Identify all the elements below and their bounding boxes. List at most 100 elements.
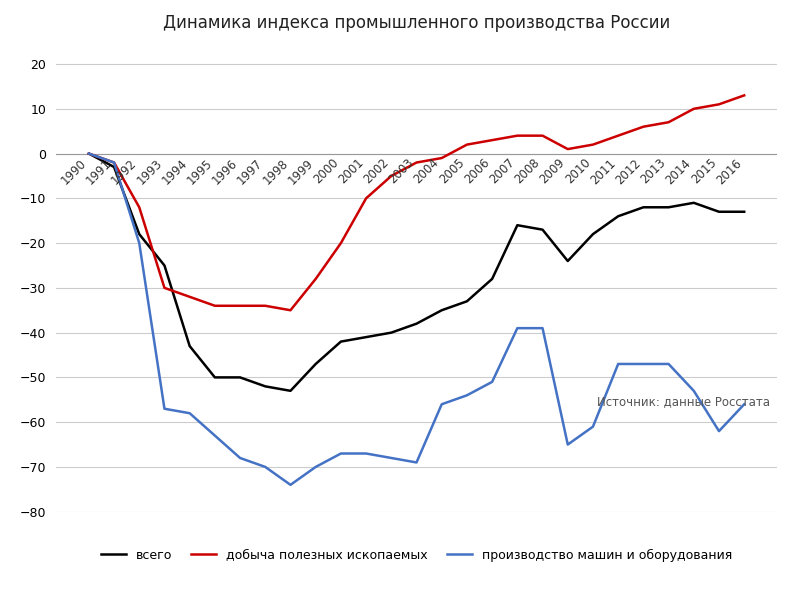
производство машин и оборудования (185, 409, 195, 416)
всего (109, 164, 119, 171)
Line: всего: всего (89, 154, 744, 391)
добыча полезных ископаемых (537, 132, 547, 139)
Line: производство машин и оборудования: производство машин и оборудования (89, 154, 744, 485)
производство машин и оборудования (135, 240, 144, 247)
производство машин и оборудования (563, 441, 573, 448)
Text: 2011: 2011 (588, 156, 618, 187)
добыча полезных ископаемых (84, 150, 94, 157)
производство машин и оборудования (714, 428, 724, 435)
добыча полезных ископаемых (311, 275, 320, 283)
Text: 1990: 1990 (58, 156, 89, 187)
Text: 2009: 2009 (537, 156, 568, 187)
всего (311, 361, 320, 368)
Text: 1997: 1997 (235, 156, 265, 187)
производство машин и оборудования (84, 150, 94, 157)
всего (336, 338, 346, 345)
Text: 2015: 2015 (689, 156, 719, 187)
Text: 2007: 2007 (487, 156, 517, 187)
всего (664, 203, 674, 211)
всего (614, 212, 623, 220)
Text: 1995: 1995 (184, 156, 215, 187)
всего (387, 329, 396, 336)
всего (714, 208, 724, 215)
производство машин и оборудования (689, 387, 698, 394)
Legend: всего, добыча полезных ископаемых, производство машин и оборудования: всего, добыча полезных ископаемых, произ… (96, 543, 737, 566)
Text: 2008: 2008 (513, 156, 542, 186)
производство машин и оборудования (537, 325, 547, 332)
всего (84, 150, 94, 157)
добыча полезных ископаемых (260, 302, 270, 309)
всего (260, 383, 270, 390)
Title: Динамика индекса промышленного производства России: Динамика индекса промышленного производс… (163, 14, 670, 32)
всего (739, 208, 749, 215)
добыча полезных ископаемых (437, 155, 446, 162)
всего (286, 387, 296, 394)
производство машин и оборудования (336, 450, 346, 457)
производство машин и оборудования (739, 400, 749, 408)
добыча полезных ископаемых (210, 302, 219, 309)
добыча полезных ископаемых (135, 203, 144, 211)
производство машин и оборудования (513, 325, 522, 332)
добыча полезных ископаемых (513, 132, 522, 139)
добыча полезных ископаемых (412, 159, 421, 166)
всего (135, 231, 144, 238)
добыча полезных ископаемых (739, 92, 749, 99)
Text: 2010: 2010 (563, 156, 593, 187)
добыча полезных ископаемых (286, 306, 296, 314)
Text: 1994: 1994 (159, 156, 190, 187)
добыча полезных ископаемых (588, 141, 598, 148)
всего (185, 343, 195, 350)
добыча полезных ископаемых (714, 101, 724, 108)
Text: 1996: 1996 (210, 156, 240, 187)
добыча полезных ископаемых (689, 105, 698, 112)
Text: 2006: 2006 (462, 156, 492, 187)
Text: 2002: 2002 (361, 156, 392, 187)
всего (487, 275, 497, 283)
всего (235, 374, 245, 381)
добыча полезных ископаемых (462, 141, 472, 148)
Text: 2001: 2001 (336, 156, 366, 187)
производство машин и оборудования (614, 361, 623, 368)
Text: 2003: 2003 (386, 156, 417, 186)
всего (689, 199, 698, 206)
производство машин и оборудования (387, 455, 396, 462)
производство машин и оборудования (664, 361, 674, 368)
производство машин и оборудования (437, 400, 446, 408)
Text: 2004: 2004 (412, 156, 441, 187)
всего (638, 203, 648, 211)
производство машин и оборудования (462, 392, 472, 399)
всего (210, 374, 219, 381)
Text: 1999: 1999 (285, 156, 316, 187)
производство машин и оборудования (159, 405, 169, 412)
Text: 2016: 2016 (714, 156, 744, 187)
добыча полезных ископаемых (109, 159, 119, 166)
Text: Источник: данные Росстата: Источник: данные Росстата (597, 395, 770, 408)
производство машин и оборудования (588, 423, 598, 430)
Text: 2000: 2000 (311, 156, 341, 186)
Text: 2013: 2013 (638, 156, 669, 187)
всего (588, 231, 598, 238)
Text: 1992: 1992 (109, 156, 139, 187)
Text: 2012: 2012 (613, 156, 643, 187)
добыча полезных ископаемых (361, 195, 371, 202)
добыча полезных ископаемых (235, 302, 245, 309)
всего (412, 320, 421, 327)
добыча полезных ископаемых (185, 293, 195, 300)
производство машин и оборудования (487, 378, 497, 386)
Text: 1991: 1991 (83, 156, 114, 187)
добыча полезных ископаемых (614, 132, 623, 139)
производство машин и оборудования (210, 432, 219, 439)
производство машин и оборудования (286, 481, 296, 488)
добыча полезных ископаемых (487, 137, 497, 144)
всего (361, 334, 371, 341)
производство машин и оборудования (412, 459, 421, 466)
добыча полезных ископаемых (563, 146, 573, 153)
Text: 1998: 1998 (260, 156, 291, 187)
всего (462, 298, 472, 305)
Text: 1993: 1993 (134, 156, 164, 187)
производство машин и оборудования (109, 159, 119, 166)
добыча полезных ископаемых (336, 240, 346, 247)
всего (537, 226, 547, 233)
добыча полезных ископаемых (638, 123, 648, 130)
добыча полезных ископаемых (159, 284, 169, 292)
